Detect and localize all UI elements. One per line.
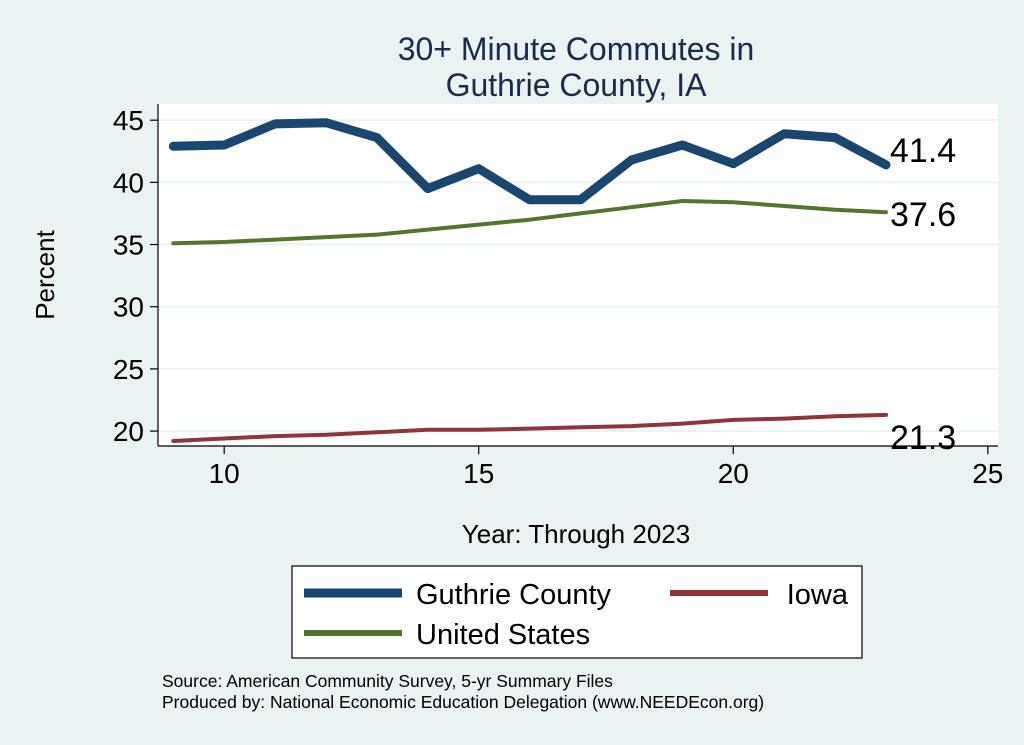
y-tick-label: 30 — [113, 292, 144, 323]
series-lines — [168, 118, 891, 443]
series-line-iowa — [171, 412, 888, 443]
series-line-guthrie-county — [168, 118, 891, 205]
y-tick-label: 35 — [113, 230, 144, 261]
chart-title-line-2: Guthrie County, IA — [446, 67, 708, 103]
legend-label-guthrie-county: Guthrie County — [416, 579, 612, 611]
plot-area — [158, 104, 998, 446]
end-label-guthrie-county: 41.4 — [890, 132, 956, 170]
end-label-iowa: 21.3 — [890, 419, 956, 457]
chart-title-line-1: 30+ Minute Commutes in — [398, 31, 755, 67]
legend: Guthrie County Iowa United States — [291, 565, 863, 659]
y-tick-label: 20 — [113, 416, 144, 447]
legend-box — [291, 565, 863, 659]
x-tick-label: 15 — [463, 458, 494, 489]
y-axis-title: Percent — [30, 229, 60, 319]
series-line-united-states — [171, 199, 888, 246]
y-tick-label: 40 — [113, 167, 144, 198]
end-labels: 21.3 37.6 41.4 — [890, 132, 956, 457]
end-label-united-states: 37.6 — [890, 196, 956, 234]
x-tick-label: 25 — [972, 458, 1003, 489]
x-tick-label: 20 — [718, 458, 749, 489]
y-tick-label: 45 — [113, 105, 144, 136]
source-note: Source: American Community Survey, 5-yr … — [162, 671, 613, 691]
gridlines — [158, 119, 998, 433]
axis-ticks: 20 25 30 35 40 45 10 15 20 25 — [113, 105, 1004, 489]
producer-note: Produced by: National Economic Education… — [162, 692, 764, 712]
y-tick-label: 25 — [113, 354, 144, 385]
x-axis-title: Year: Through 2023 — [462, 519, 690, 549]
legend-label-united-states: United States — [416, 619, 590, 651]
legend-label-iowa: Iowa — [787, 579, 849, 611]
x-tick-label: 10 — [209, 458, 240, 489]
